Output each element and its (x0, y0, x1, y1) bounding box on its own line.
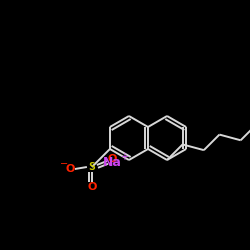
Text: O: O (87, 182, 97, 192)
Text: Na: Na (102, 156, 122, 168)
Text: O: O (107, 154, 117, 164)
Text: −: − (60, 159, 68, 169)
Text: S: S (88, 162, 95, 172)
Text: O: O (65, 164, 74, 174)
Text: +: + (120, 152, 128, 162)
